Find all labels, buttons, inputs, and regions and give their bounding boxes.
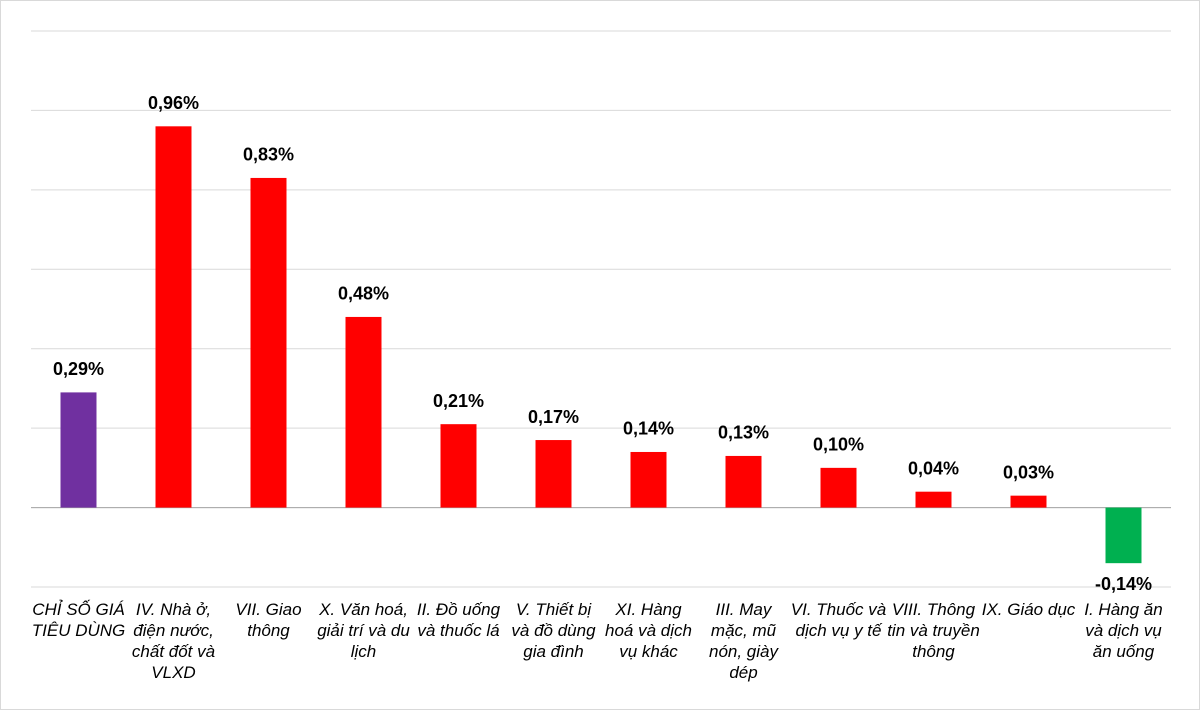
bar — [440, 424, 477, 508]
x-tick-label: III. May mặc, mũ nón, giày dép — [709, 600, 778, 682]
x-tick-label: X. Văn hoá, giải trí và du lịch — [317, 600, 410, 661]
x-tick-label: IX. Giáo dục — [981, 600, 1076, 619]
bar — [250, 177, 287, 508]
x-tick-label: CHỈ SỐ GIÁ TIÊU DÙNG — [31, 600, 126, 640]
value-label: 0,10% — [813, 435, 864, 455]
bar — [820, 467, 857, 508]
bar — [155, 126, 192, 508]
x-tick-label: VII. Giao thông — [235, 600, 302, 640]
x-tick-label: V. Thiết bị và đồ dùng gia đình — [511, 600, 596, 661]
bar — [1105, 507, 1142, 564]
value-label: 0,48% — [338, 284, 389, 304]
bar — [915, 491, 952, 508]
value-label: 0,17% — [528, 407, 579, 427]
value-label: 0,13% — [718, 423, 769, 443]
x-tick-label: VI. Thuốc và dịch vụ y tế — [790, 600, 887, 640]
value-label: -0,14% — [1095, 574, 1152, 594]
bar — [60, 392, 97, 508]
x-tick-label: I. Hàng ăn và dịch vụ ăn uống — [1084, 600, 1163, 661]
value-label: 0,96% — [148, 93, 199, 113]
value-label: 0,03% — [1003, 462, 1054, 482]
bar — [345, 316, 382, 508]
bar — [725, 455, 762, 508]
x-tick-label: XI. Hàng hoá và dịch vụ khác — [605, 600, 692, 661]
x-tick-label: II. Đồ uống và thuốc lá — [416, 600, 501, 640]
bar — [1010, 495, 1047, 508]
bar — [630, 451, 667, 508]
value-label: 0,21% — [433, 391, 484, 411]
bar — [535, 440, 572, 508]
x-tick-label: IV. Nhà ở, điện nước, chất đốt và VLXD — [131, 600, 216, 682]
value-label: 0,04% — [908, 458, 959, 478]
x-tick-label: VIII. Thông tin và truyền thông — [887, 600, 980, 661]
value-label: 0,29% — [53, 359, 104, 379]
value-label: 0,14% — [623, 419, 674, 439]
value-label: 0,83% — [243, 145, 294, 165]
